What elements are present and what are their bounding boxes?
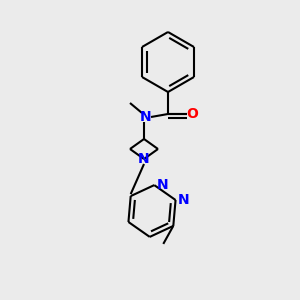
Text: N: N	[178, 193, 189, 207]
Text: N: N	[138, 152, 150, 166]
Text: O: O	[186, 107, 198, 121]
Text: N: N	[140, 110, 152, 124]
Text: N: N	[156, 178, 168, 192]
